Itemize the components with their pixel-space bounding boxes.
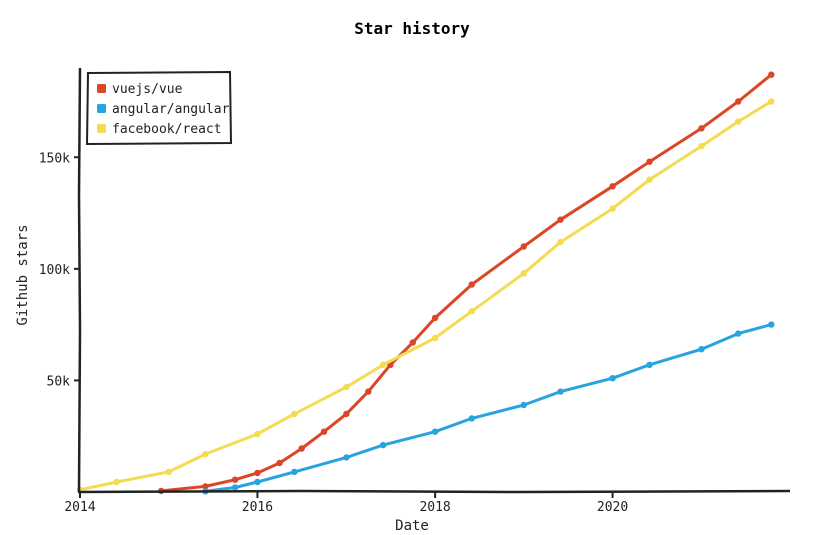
legend-swatch: [97, 124, 106, 133]
x-axis-line: [77, 489, 791, 494]
data-point: [202, 483, 209, 490]
data-point: [431, 314, 439, 322]
data-point: [343, 454, 350, 461]
y-tick-label: 50k: [47, 374, 71, 389]
legend-box: [85, 70, 233, 146]
data-point: [646, 176, 653, 183]
data-point: [735, 330, 742, 337]
data-point: [291, 468, 298, 476]
legend-swatch: [97, 84, 106, 93]
ticks-layer: 2014 2016 2018 2020 50k 100k 150k: [39, 151, 629, 515]
data-point: [735, 118, 742, 125]
series-line: [159, 73, 773, 493]
data-point: [557, 216, 564, 223]
data-point: [343, 383, 350, 391]
legend-label: facebook/react: [112, 122, 222, 137]
data-point: [365, 388, 372, 395]
data-point: [609, 205, 616, 212]
data-point: [468, 308, 475, 315]
series-1: [202, 321, 775, 495]
data-point: [646, 361, 653, 368]
data-point: [520, 270, 527, 277]
data-point: [409, 339, 416, 346]
data-point: [768, 98, 775, 105]
series-0: [158, 71, 775, 495]
data-point: [698, 346, 705, 353]
y-tick-label: 150k: [39, 151, 70, 166]
y-axis-line: [77, 67, 82, 493]
data-point: [254, 430, 261, 438]
x-tick-label: 2016: [242, 500, 273, 515]
data-point: [468, 415, 475, 422]
chart-title: Star history: [354, 19, 470, 38]
data-point: [768, 321, 775, 328]
x-axis-label: Date: [395, 518, 429, 534]
data-point: [431, 428, 439, 435]
data-point: [202, 450, 209, 458]
data-point: [231, 484, 239, 491]
data-point: [557, 388, 564, 395]
data-point: [254, 469, 261, 477]
data-point: [520, 243, 527, 250]
data-point: [609, 183, 616, 190]
x-tick-label: 2014: [64, 500, 95, 515]
data-point: [276, 459, 283, 467]
data-point: [320, 428, 328, 435]
data-point: [379, 441, 387, 449]
legend-label: angular/angular: [112, 102, 230, 117]
y-tick-label: 100k: [39, 263, 70, 278]
series-line: [78, 100, 773, 492]
series-layer: [76, 71, 775, 495]
x-tick-label: 2018: [419, 500, 450, 515]
series-2: [76, 98, 775, 493]
data-point: [698, 142, 705, 150]
legend: vuejs/vue angular/angular facebook/react: [85, 70, 233, 146]
data-point: [468, 281, 475, 288]
data-point: [343, 410, 350, 418]
series-line: [203, 323, 773, 493]
data-point: [557, 238, 564, 246]
data-point: [165, 468, 172, 476]
data-point: [609, 375, 616, 382]
data-point: [431, 334, 439, 342]
data-point: [646, 158, 653, 165]
data-point: [520, 401, 527, 409]
data-point: [291, 410, 298, 418]
data-point: [768, 71, 775, 78]
data-point: [254, 478, 261, 486]
data-point: [231, 476, 239, 483]
legend-swatch: [97, 104, 106, 113]
axes-layer: [77, 67, 791, 494]
y-axis-label: Github stars: [15, 224, 31, 325]
legend-label: vuejs/vue: [112, 82, 183, 97]
data-point: [298, 445, 305, 452]
data-point: [113, 478, 120, 486]
data-point: [698, 125, 705, 132]
x-tick-label: 2020: [597, 500, 628, 515]
data-point: [379, 361, 387, 368]
data-point: [735, 98, 742, 105]
